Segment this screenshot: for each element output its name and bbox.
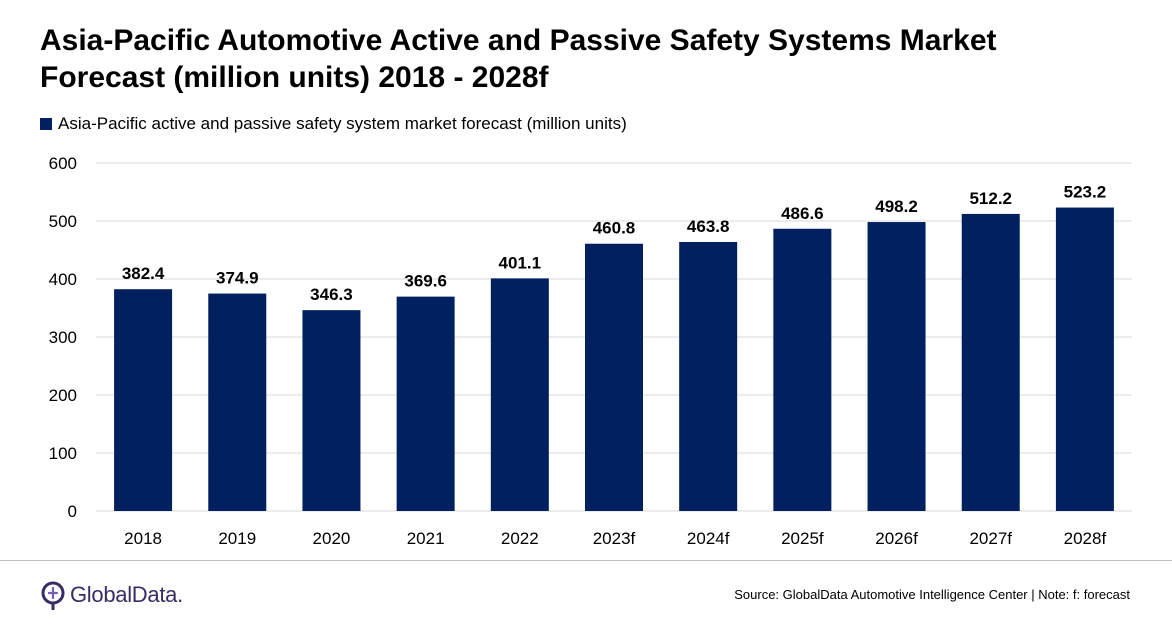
data-label-2022: 401.1 xyxy=(499,253,542,272)
x-tick-label-2026f: 2026f xyxy=(875,529,918,548)
bar-2022 xyxy=(490,278,549,511)
chart-legend: Asia-Pacific active and passive safety s… xyxy=(40,114,627,134)
globaldata-logo-icon xyxy=(41,581,65,610)
x-tick-label-2028f: 2028f xyxy=(1064,529,1107,548)
bar-2023f xyxy=(585,243,643,511)
chart-title-line-1: Asia-Pacific Automotive Active and Passi… xyxy=(40,24,997,57)
bar-2018 xyxy=(114,289,173,511)
bar-2027f xyxy=(961,213,1020,511)
x-tick-label-2027f: 2027f xyxy=(969,529,1012,548)
chart-title: Asia-Pacific Automotive Active and Passi… xyxy=(40,22,1140,96)
bar-2028f xyxy=(1055,207,1114,511)
legend-swatch xyxy=(40,118,52,130)
logo-text: GlobalData. xyxy=(70,582,183,607)
y-tick-label: 0 xyxy=(68,502,77,521)
y-tick-label: 200 xyxy=(49,386,77,405)
y-tick-label: 600 xyxy=(49,154,77,173)
data-label-2021: 369.6 xyxy=(404,272,447,291)
data-label-2025f: 486.6 xyxy=(781,204,824,223)
data-label-2027f: 512.2 xyxy=(969,189,1012,208)
data-label-2020: 346.3 xyxy=(310,285,353,304)
globaldata-logo: GlobalData. xyxy=(40,578,183,612)
y-tick-label: 100 xyxy=(49,444,77,463)
bar-2026f xyxy=(867,222,926,511)
data-label-2028f: 523.2 xyxy=(1064,183,1107,202)
data-label-2024f: 463.8 xyxy=(687,217,730,236)
x-tick-label-2023f: 2023f xyxy=(593,529,636,548)
x-tick-label-2020: 2020 xyxy=(313,529,351,548)
bar-chart: 0 100 200 300 400 500 600 382.4 2018 374.9 2019 346… xyxy=(49,154,1132,548)
x-tick-label-2021: 2021 xyxy=(407,529,445,548)
legend-label: Asia-Pacific active and passive safety s… xyxy=(58,114,627,133)
bar-2021 xyxy=(396,296,455,511)
x-tick-label-2022: 2022 xyxy=(501,529,539,548)
y-tick-label: 400 xyxy=(49,270,77,289)
bar-2024f xyxy=(679,241,738,511)
data-label-2018: 382.4 xyxy=(122,264,165,283)
bar-2020 xyxy=(302,310,361,511)
data-label-2023f: 460.8 xyxy=(593,219,636,238)
y-tick-label: 300 xyxy=(49,328,77,347)
x-tick-label-2025f: 2025f xyxy=(781,529,824,548)
bar-2019 xyxy=(208,293,267,511)
data-label-2026f: 498.2 xyxy=(875,197,918,216)
bar-2025f xyxy=(773,228,832,511)
data-label-2019: 374.9 xyxy=(216,269,259,288)
x-tick-label-2024f: 2024f xyxy=(687,529,730,548)
x-tick-label-2019: 2019 xyxy=(218,529,256,548)
footer-divider xyxy=(0,560,1172,561)
y-tick-label: 500 xyxy=(49,212,77,231)
chart-title-line-2: Forecast (million units) 2018 - 2028f xyxy=(40,61,549,94)
x-tick-label-2018: 2018 xyxy=(124,529,162,548)
source-note: Source: GlobalData Automotive Intelligen… xyxy=(734,587,1130,602)
